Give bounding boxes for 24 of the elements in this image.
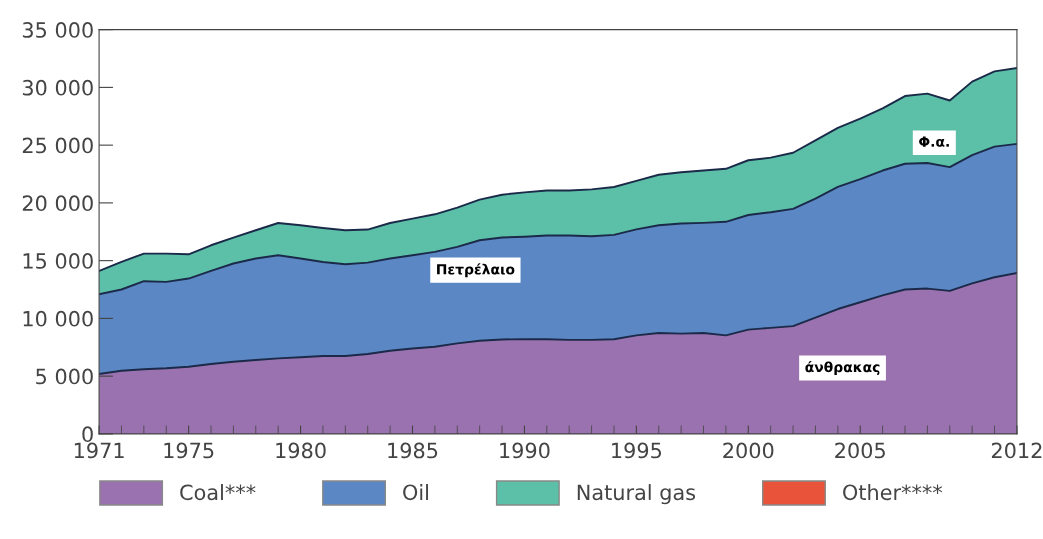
x-tick-label: 2000 [723, 442, 774, 459]
x-tick-label: 1975 [164, 442, 214, 459]
x-tick-label: 1971 [74, 442, 124, 459]
x-tick-label: 1980 [276, 442, 326, 459]
y-tick-label: 0 [82, 426, 93, 443]
y-tick-label: 30 000 [22, 79, 93, 96]
x-tick-label: 1995 [612, 442, 662, 459]
y-tick-label: 25 000 [22, 137, 93, 154]
legend-label: Natural gas [577, 484, 696, 505]
y-tick-label: 20 000 [22, 195, 93, 212]
y-tick-label: 5 000 [36, 368, 93, 385]
y-tick-label: 35 000 [22, 22, 93, 38]
annotation: Φ.α. [919, 136, 949, 147]
x-tick-label: 2012 [991, 442, 1042, 459]
legend-label: Other**** [843, 484, 943, 501]
y-tick-label: 10 000 [23, 310, 93, 327]
legend-label: Coal*** [180, 484, 256, 501]
annotation: Πετρέλαιο [437, 263, 515, 278]
x-tick-label: 2005 [835, 442, 885, 459]
y-tick-label: 15 000 [23, 253, 93, 269]
annotation: άνθρακας [805, 361, 880, 375]
x-tick-label: 1990 [500, 442, 550, 459]
x-tick-label: 1985 [388, 442, 438, 459]
legend-label: Oil [403, 484, 428, 501]
